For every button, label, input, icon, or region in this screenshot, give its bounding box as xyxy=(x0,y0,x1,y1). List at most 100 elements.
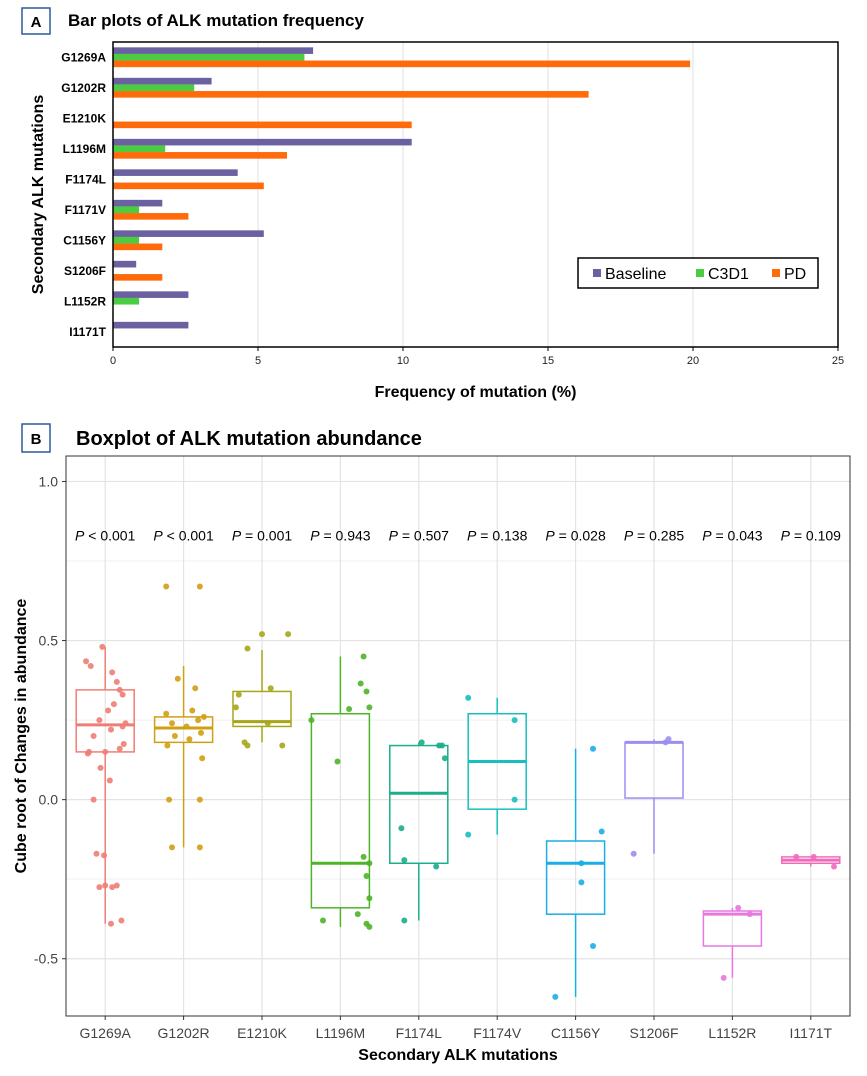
bar-pd-g1269a xyxy=(113,60,691,68)
data-point xyxy=(110,701,117,708)
y-tick-label: F1171V xyxy=(65,203,106,217)
y-tick-label: 0.5 xyxy=(39,633,59,649)
data-point xyxy=(99,643,106,650)
data-point xyxy=(735,904,742,911)
bar-pd-g1202r xyxy=(113,91,589,98)
bar-pd-s1206f xyxy=(113,274,163,281)
data-point xyxy=(357,680,364,687)
data-point xyxy=(163,710,170,717)
p-symbol: P xyxy=(624,527,634,543)
data-point xyxy=(96,717,103,724)
p-value-label: P < 0.001 xyxy=(75,527,136,543)
bar-baseline-f1171v xyxy=(113,199,163,207)
p-value-text: = 0.507 xyxy=(398,527,449,543)
legend-label-pd: PD xyxy=(784,266,806,283)
data-point xyxy=(578,860,585,867)
bar-c3d1-g1202r xyxy=(113,84,195,92)
data-point xyxy=(166,796,173,803)
data-point xyxy=(196,796,203,803)
data-point xyxy=(363,688,370,695)
data-point xyxy=(199,755,206,762)
x-tick-label: G1269A xyxy=(80,1025,132,1041)
data-point xyxy=(366,895,373,902)
data-point xyxy=(102,882,109,889)
x-tick-label: F1174V xyxy=(473,1025,522,1041)
data-point xyxy=(84,750,91,757)
data-point xyxy=(120,740,127,747)
p-symbol: P xyxy=(232,527,242,543)
bar-c3d1-f1171v xyxy=(113,206,140,214)
x-tick-label: 25 xyxy=(832,355,844,367)
y-tick-label: L1152R xyxy=(64,294,106,308)
p-value-text: = 0.043 xyxy=(712,527,763,543)
data-point xyxy=(259,631,265,638)
data-point xyxy=(360,653,367,660)
p-value-text: = 0.943 xyxy=(320,527,371,543)
data-point xyxy=(163,583,170,590)
data-point xyxy=(195,717,202,724)
box-iqr xyxy=(702,910,763,947)
bar-baseline-c1156y xyxy=(113,230,264,237)
p-value-label: P = 0.285 xyxy=(624,527,685,543)
data-point xyxy=(398,825,405,832)
box-chart: P < 0.001 P < 0.001 P = 0.001 P = 0.943 P = … xyxy=(13,455,851,1064)
p-value-label: P < 0.001 xyxy=(153,527,214,543)
box-g1202r xyxy=(153,583,214,851)
p-symbol: P xyxy=(153,527,163,543)
box-iqr xyxy=(545,840,606,915)
plot-frame xyxy=(65,455,851,1017)
data-point xyxy=(433,863,440,870)
data-point xyxy=(235,691,242,698)
data-point xyxy=(793,853,800,860)
x-tick-label: 5 xyxy=(255,355,261,367)
bar-baseline-i1171t xyxy=(113,321,189,329)
data-point xyxy=(198,729,204,736)
y-tick-label: L1196M xyxy=(63,142,106,156)
p-value-text: = 0.028 xyxy=(555,527,606,543)
data-point xyxy=(116,745,123,752)
data-point xyxy=(244,742,251,749)
data-point xyxy=(183,723,190,730)
data-point xyxy=(511,717,518,724)
data-point xyxy=(810,853,817,860)
legend-swatch-baseline xyxy=(593,269,601,277)
p-symbol: P xyxy=(389,527,399,543)
legend-swatch-c3d1 xyxy=(696,269,704,277)
legend-swatch-pd xyxy=(772,269,780,277)
data-point xyxy=(164,742,171,749)
data-point xyxy=(105,707,112,714)
p-symbol: P xyxy=(310,527,320,543)
data-point xyxy=(108,726,114,733)
data-point xyxy=(118,917,125,924)
p-value-text: < 0.001 xyxy=(84,527,135,543)
data-point xyxy=(267,685,274,692)
data-point xyxy=(186,736,193,743)
data-point xyxy=(116,686,123,693)
p-symbol: P xyxy=(545,527,555,543)
data-point xyxy=(346,705,353,712)
panel-b-badge-label: B xyxy=(31,431,42,448)
x-tick-label: S1206F xyxy=(629,1025,678,1041)
p-value-label: P = 0.943 xyxy=(310,527,371,543)
y-tick-label: 1.0 xyxy=(39,473,59,489)
data-point xyxy=(93,850,100,857)
data-point xyxy=(354,911,361,918)
data-point xyxy=(109,884,116,891)
data-point xyxy=(720,974,727,981)
box-iqr xyxy=(153,716,214,744)
p-value-label: P = 0.138 xyxy=(467,527,528,543)
p-value-text: = 0.285 xyxy=(633,527,684,543)
x-tick-label: 10 xyxy=(397,355,409,367)
bar-pd-c1156y xyxy=(113,243,163,251)
data-point xyxy=(101,852,108,859)
box-e1210k xyxy=(232,631,292,749)
p-value-text: = 0.001 xyxy=(241,527,292,543)
box-iqr xyxy=(232,690,292,728)
data-point xyxy=(196,844,203,851)
x-tick-label: 0 xyxy=(110,355,116,367)
data-point xyxy=(189,707,196,714)
data-point xyxy=(598,828,605,835)
data-point xyxy=(511,796,518,803)
p-symbol: P xyxy=(781,527,791,543)
